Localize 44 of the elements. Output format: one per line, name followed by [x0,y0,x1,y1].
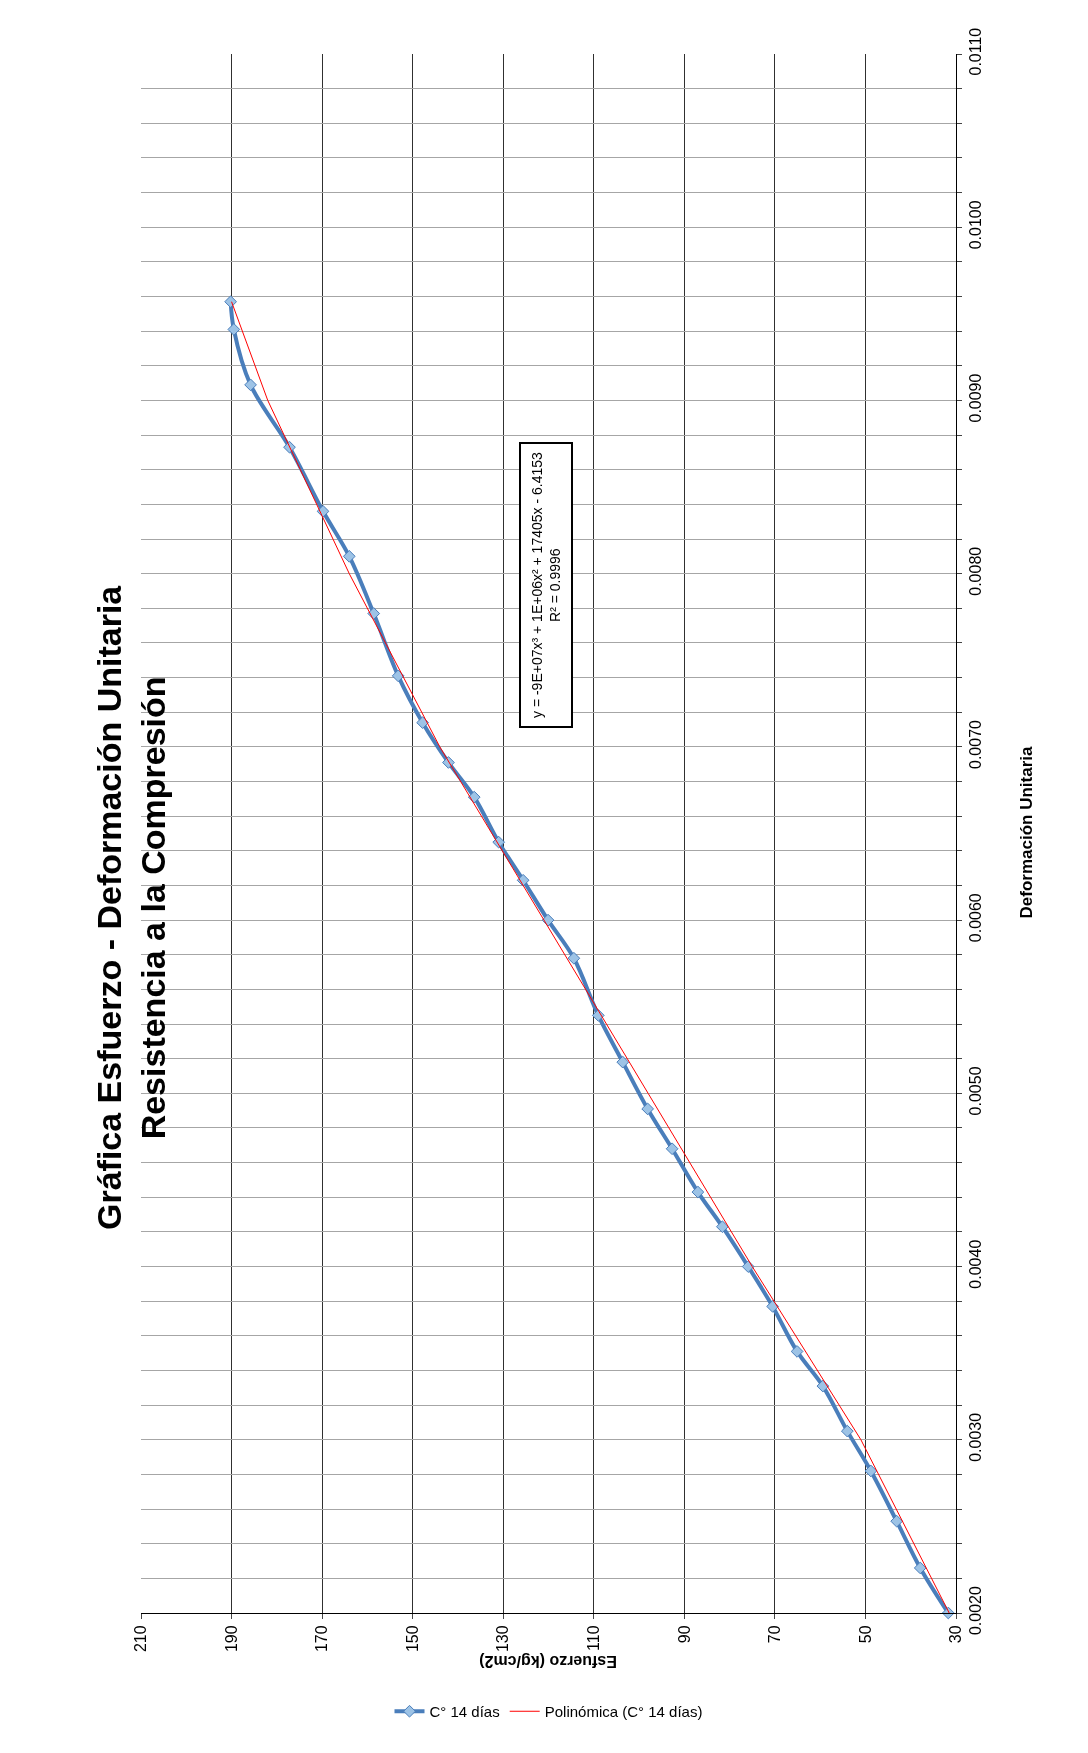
point [890,1514,904,1528]
point [716,1220,729,1234]
point [227,323,241,336]
y-tick-label: 0.0060 [967,893,985,943]
point [641,1102,655,1116]
legend-label: Polinómica (C° 14 días) [544,1703,703,1721]
point [741,1260,755,1273]
point [616,1055,630,1069]
point [416,716,429,729]
y-tick-label: 0.0040 [967,1239,985,1289]
x-tick-label: 150 [403,1625,421,1653]
x-tick-label: 170 [313,1625,331,1653]
y-tick-label: 0.0110 [967,27,985,76]
x-tick-label: 90 [675,1625,693,1644]
legend-label: C° 14 días [429,1703,500,1721]
x-tick-label: 210 [132,1625,150,1653]
point [567,951,581,965]
point [864,1464,878,1478]
point [224,295,237,309]
y-tick-label: 0.0050 [967,1066,985,1116]
x-tick-label: 30 [947,1625,965,1644]
x-tick-label: 130 [494,1625,512,1653]
x-tick-label: 190 [222,1625,240,1653]
y-tick-label: 0.0070 [967,719,985,769]
point [790,1345,804,1358]
y-tick-label: 0.0030 [967,1412,985,1462]
point [342,549,356,563]
x-tick-label: 50 [856,1625,874,1644]
point [244,378,257,392]
y-tick-label: 0.0100 [967,200,985,250]
y-tick-label: 0.0090 [967,373,985,423]
y-tick-label: 0.0080 [967,546,985,596]
x-axis-title: Esfuerzo (kg/cm2) [479,1653,617,1670]
point [691,1185,705,1199]
x-tick-label: 110 [584,1625,602,1651]
x-tick-label: 70 [766,1625,784,1644]
point [391,669,405,683]
point [913,1561,927,1575]
annotation: y = -9E+07x³ + 1E+06x² + 17405x - 6.4153 R² = 0.9996 [529,452,564,718]
y-axis-title: Deformación Unitaria [1016,746,1036,919]
text: Gráfica Esfuerzo - Deformación Unitaria Resistencia a la Compresión [90,584,173,1230]
y-tick-label: 0.0020 [967,1586,985,1636]
point [665,1142,679,1156]
point [840,1424,854,1438]
